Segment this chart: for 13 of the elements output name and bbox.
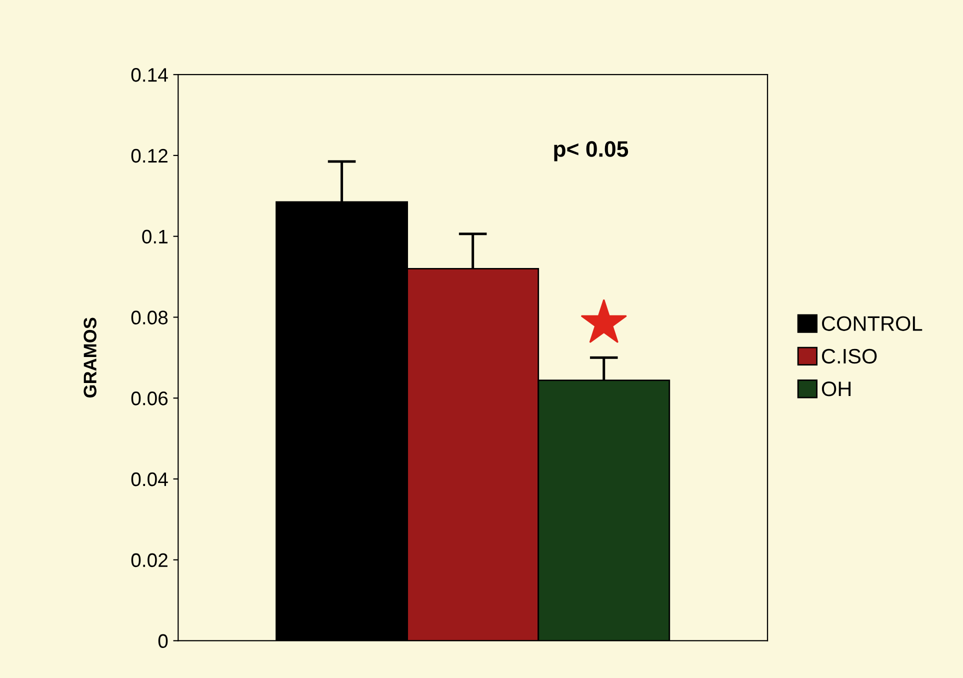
y-tick-label: 0.12 [131,148,168,163]
legend-label: OH [822,382,851,396]
annotation: p< 0.05 [554,141,628,162]
legend-label: CONTROL [822,316,922,331]
legend-label: C.ISO [822,348,877,364]
y-tick-label: 0.1 [142,230,168,244]
y-tick-label: 0.08 [131,310,168,324]
y-tick-label: 0.06 [131,392,168,406]
y-tick-label: 0.14 [131,68,168,82]
y-tick-label: 0.04 [131,472,168,486]
y-tick-label: 0 [158,634,168,648]
y-axis-title: GRAMOS [84,318,96,398]
y-tick-label: 0.02 [131,553,168,568]
